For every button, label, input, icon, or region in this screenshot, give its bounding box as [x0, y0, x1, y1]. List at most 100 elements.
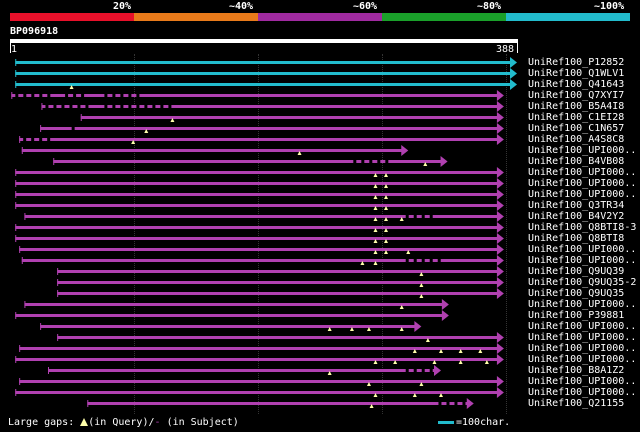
subject-gap-dash — [413, 215, 417, 218]
hit-row[interactable]: UniRef100_UPI000.. — [0, 343, 640, 354]
hit-label[interactable]: UniRef100_B4V2Y2 — [528, 211, 625, 222]
hit-row[interactable]: UniRef100_A4S8C8 — [0, 134, 640, 145]
hit-row[interactable]: UniRef100_P39881 — [0, 310, 640, 321]
hit-bar — [57, 336, 498, 339]
hit-label[interactable]: UniRef100_UPI000.. — [528, 244, 637, 255]
hit-bar — [19, 347, 498, 350]
hit-start-tick — [15, 180, 17, 187]
hit-row[interactable]: UniRef100_Q8BTI8 — [0, 233, 640, 244]
subject-gap-dash — [128, 105, 132, 108]
hit-graphic — [41, 101, 504, 112]
query-gap-triangle — [360, 261, 365, 265]
query-gap-triangle — [419, 283, 424, 287]
hit-row[interactable]: UniRef100_Q9UQ39 — [0, 266, 640, 277]
hit-row[interactable]: UniRef100_Q7XYI7 — [0, 90, 640, 101]
hit-label[interactable]: UniRef100_UPI000.. — [528, 189, 637, 200]
hit-label[interactable]: UniRef100_UPI000.. — [528, 167, 637, 178]
query-gap-triangle — [366, 382, 371, 386]
hit-row[interactable]: UniRef100_UPI000.. — [0, 189, 640, 200]
hit-label[interactable]: UniRef100_Q8BTI8 — [528, 233, 625, 244]
hit-label[interactable]: UniRef100_B5A4I8 — [528, 101, 625, 112]
hit-row[interactable]: UniRef100_C1N657 — [0, 123, 640, 134]
hit-row[interactable]: UniRef100_UPI000.. — [0, 167, 640, 178]
query-gap-triangle — [419, 294, 424, 298]
query-gap-triangle-icon — [80, 418, 89, 426]
hit-label[interactable]: UniRef100_Q1WLV1 — [528, 68, 625, 79]
subject-gap-dash — [136, 94, 140, 97]
query-gap-triangle — [373, 206, 378, 210]
hit-label[interactable]: UniRef100_UPI000.. — [528, 255, 637, 266]
hit-label[interactable]: UniRef100_UPI000.. — [528, 299, 637, 310]
hit-graphic — [15, 189, 504, 200]
hit-row[interactable]: UniRef100_UPI000.. — [0, 178, 640, 189]
hit-label[interactable]: UniRef100_C1N657 — [528, 123, 625, 134]
query-gap-triangle — [170, 118, 175, 122]
query-gap-triangle — [373, 360, 378, 364]
hit-label[interactable]: UniRef100_UPI000.. — [528, 321, 637, 332]
hit-label[interactable]: UniRef100_B4VB08 — [528, 156, 625, 167]
hit-label[interactable]: UniRef100_B8A1Z2 — [528, 365, 625, 376]
subject-gap-dash — [71, 127, 75, 130]
subject-gap-dash — [144, 105, 148, 108]
scale-legend-text: =100char. — [456, 417, 511, 428]
query-gap-triangle — [412, 393, 417, 397]
hit-label[interactable]: UniRef100_Q3TR34 — [528, 200, 625, 211]
scale-legend: =100char. — [438, 417, 510, 428]
hit-row[interactable]: UniRef100_Q8BTI8-3 — [0, 222, 640, 233]
hit-row[interactable]: UniRef100_UPI000.. — [0, 332, 640, 343]
hit-label[interactable]: UniRef100_UPI000.. — [528, 343, 637, 354]
hit-row[interactable]: UniRef100_UPI000.. — [0, 321, 640, 332]
hit-label[interactable]: UniRef100_Q9UQ39 — [528, 266, 625, 277]
subject-gap-dash — [152, 105, 156, 108]
hit-row[interactable]: UniRef100_UPI000.. — [0, 244, 640, 255]
hit-row[interactable]: UniRef100_Q9UQ35-2 — [0, 277, 640, 288]
subject-gap-dash — [120, 94, 124, 97]
hit-label[interactable]: UniRef100_UPI000.. — [528, 145, 637, 156]
scale-legend-bar-icon — [438, 420, 454, 424]
query-title: BP096918 — [10, 26, 59, 37]
hit-label[interactable]: UniRef100_Q21155 — [528, 398, 625, 409]
hit-label[interactable]: UniRef100_UPI000.. — [528, 387, 637, 398]
hit-label[interactable]: UniRef100_UPI000.. — [528, 376, 637, 387]
hit-row[interactable]: UniRef100_B5A4I8 — [0, 101, 640, 112]
hit-arrow — [441, 299, 449, 310]
hit-row[interactable]: UniRef100_Q9UQ35 — [0, 288, 640, 299]
hit-label[interactable]: UniRef100_A4S8C8 — [528, 134, 625, 145]
hit-label[interactable]: UniRef100_UPI000.. — [528, 354, 637, 365]
hit-start-tick — [24, 213, 26, 220]
hit-label[interactable]: UniRef100_C1EI28 — [528, 112, 625, 123]
hit-label[interactable]: UniRef100_UPI000.. — [528, 332, 637, 343]
score-color-bar — [10, 13, 630, 21]
subject-gap-dash — [120, 105, 124, 108]
query-gap-triangle — [373, 195, 378, 199]
hit-row[interactable]: UniRef100_UPI000.. — [0, 354, 640, 365]
query-gap-triangle — [366, 327, 371, 331]
hit-row[interactable]: UniRef100_B4VB08 — [0, 156, 640, 167]
hit-row[interactable]: UniRef100_P12852 — [0, 57, 640, 68]
hit-row[interactable]: UniRef100_UPI000.. — [0, 376, 640, 387]
hit-row[interactable]: UniRef100_C1EI28 — [0, 112, 640, 123]
hit-label[interactable]: UniRef100_Q41643 — [528, 79, 625, 90]
hit-label[interactable]: UniRef100_Q9UQ35 — [528, 288, 625, 299]
hit-row[interactable]: UniRef100_UPI000.. — [0, 387, 640, 398]
hit-label[interactable]: UniRef100_UPI000.. — [528, 178, 637, 189]
hit-row[interactable]: UniRef100_Q21155 — [0, 398, 640, 409]
hit-row[interactable]: UniRef100_UPI000.. — [0, 145, 640, 156]
hit-row[interactable]: UniRef100_UPI000.. — [0, 299, 640, 310]
hit-row[interactable]: UniRef100_B4V2Y2 — [0, 211, 640, 222]
hit-label[interactable]: UniRef100_P39881 — [528, 310, 625, 321]
hit-row[interactable]: UniRef100_Q41643 — [0, 79, 640, 90]
hit-graphic — [80, 112, 504, 123]
hit-row[interactable]: UniRef100_B8A1Z2 — [0, 365, 640, 376]
hit-label[interactable]: UniRef100_P12852 — [528, 57, 625, 68]
hit-label[interactable]: UniRef100_Q9UQ35-2 — [528, 277, 637, 288]
hit-row[interactable]: UniRef100_Q3TR34 — [0, 200, 640, 211]
hit-arrow — [496, 112, 504, 123]
hit-start-tick — [15, 389, 17, 396]
hit-row[interactable]: UniRef100_Q1WLV1 — [0, 68, 640, 79]
hit-label[interactable]: UniRef100_Q7XYI7 — [528, 90, 625, 101]
hit-label[interactable]: UniRef100_Q8BTI8-3 — [528, 222, 637, 233]
hit-row[interactable]: UniRef100_UPI000.. — [0, 255, 640, 266]
subject-gap-dash — [73, 94, 77, 97]
hit-arrow — [496, 266, 504, 277]
